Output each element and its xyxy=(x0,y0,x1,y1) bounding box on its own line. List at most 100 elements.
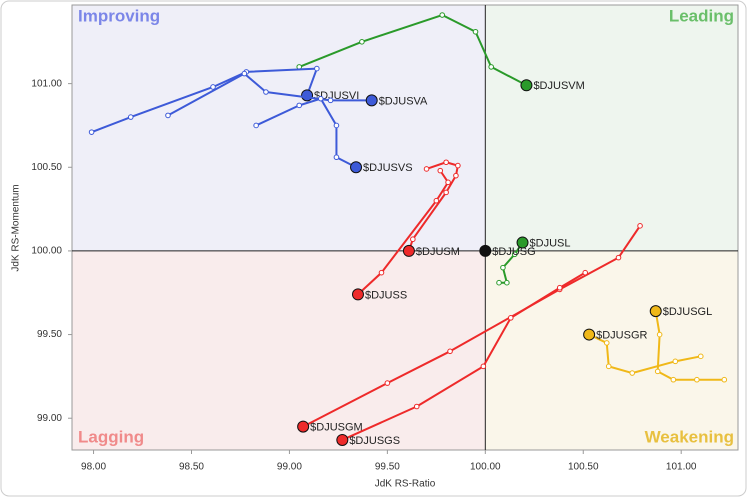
head-dot xyxy=(301,89,314,102)
tail-dot xyxy=(423,166,430,172)
tail-dot xyxy=(410,236,416,243)
tail-line xyxy=(298,14,527,87)
tail-dot xyxy=(500,264,506,271)
tail-dot xyxy=(603,340,610,346)
series-label: $DJUSGM xyxy=(310,421,363,433)
tail-dot xyxy=(333,122,340,129)
head-dot xyxy=(351,288,364,301)
x-tick-label: 98.00 xyxy=(81,462,106,473)
y-axis-title: JdK RS-Momentum xyxy=(11,184,22,271)
x-tick-label: 100.00 xyxy=(470,462,501,473)
head-dot xyxy=(297,420,310,433)
tail-dot xyxy=(433,197,440,204)
x-tick-label: 99.00 xyxy=(277,462,302,473)
head-dot xyxy=(520,79,533,92)
tail-dot xyxy=(241,70,248,77)
tail-dot xyxy=(697,353,704,360)
series-label: $DJUSM xyxy=(416,246,460,258)
head-dot xyxy=(649,305,662,318)
tail-dot xyxy=(253,122,259,129)
y-tick-label: 99.50 xyxy=(37,329,62,340)
tail-line xyxy=(255,97,357,169)
tail-dot xyxy=(333,154,340,161)
tail-dot xyxy=(165,112,171,119)
x-tick-label: 100.50 xyxy=(568,462,599,473)
quadrant xyxy=(72,5,486,251)
head-dot xyxy=(350,161,363,174)
series-label: $DJUSVM xyxy=(533,80,584,92)
series-label: $DJUSL xyxy=(530,237,571,249)
tail-line xyxy=(588,333,701,375)
tail-dot xyxy=(654,368,661,375)
tail-dot xyxy=(504,279,510,286)
tail-dot xyxy=(472,28,479,35)
tail-dot xyxy=(296,102,303,109)
quadrant xyxy=(485,250,738,450)
quadrant xyxy=(72,250,486,450)
head-dot xyxy=(402,244,415,257)
x-tick-label: 98.50 xyxy=(179,462,204,473)
tail-dot xyxy=(447,348,453,355)
tail-dot xyxy=(263,89,269,95)
tail-dot xyxy=(615,254,622,261)
tail-dot xyxy=(443,159,449,166)
tail-dot xyxy=(556,284,563,291)
tail-dot xyxy=(637,223,643,229)
tail-dot xyxy=(359,39,365,45)
tail-dot xyxy=(317,95,324,102)
tail-line xyxy=(91,67,318,134)
tail-dot xyxy=(605,363,612,370)
y-tick-label: 100.00 xyxy=(31,246,62,257)
tail-dot xyxy=(629,370,636,376)
tail-dot xyxy=(507,315,514,321)
y-tick-label: 99.00 xyxy=(37,413,62,424)
head-dot xyxy=(479,244,492,257)
head-dot xyxy=(583,328,596,341)
tail-dot xyxy=(480,363,487,370)
tail-dot xyxy=(496,279,502,286)
quadrant-label: Weakening xyxy=(645,427,734,446)
tail-dot xyxy=(443,189,449,196)
series-label: $DJUSVA xyxy=(379,95,428,107)
tail-dot xyxy=(210,84,216,90)
tail-dot xyxy=(445,179,451,186)
tail-dot xyxy=(721,376,728,383)
tail-dot xyxy=(453,172,459,179)
series-label: $DJUSVS xyxy=(363,162,413,174)
x-tick-label: 101.00 xyxy=(666,462,697,473)
tail-dot xyxy=(378,269,385,276)
head-dot xyxy=(516,236,529,249)
x-tick-label: 99.50 xyxy=(375,462,400,473)
tail-dot xyxy=(439,12,446,18)
tail-dot xyxy=(582,269,589,276)
tail-dot xyxy=(488,64,494,70)
tail-dot xyxy=(656,331,663,338)
tail-dot xyxy=(670,376,677,383)
tail-dot xyxy=(437,167,444,174)
tail-line xyxy=(341,271,586,441)
series-label: $DJUSS xyxy=(365,289,407,301)
head-dot xyxy=(336,433,349,446)
series-label: $DJUSG xyxy=(492,246,535,258)
x-axis-title: JdK RS-Ratio xyxy=(375,479,436,490)
quadrant-label: Lagging xyxy=(78,427,144,446)
plot-border xyxy=(71,4,739,451)
tail-dot xyxy=(694,376,700,383)
tail-dot xyxy=(327,97,334,104)
quadrant-label: Leading xyxy=(669,6,734,25)
tail-dot xyxy=(413,403,420,410)
y-tick-label: 100.50 xyxy=(31,162,62,173)
tail-dot xyxy=(88,129,95,135)
tail-dot xyxy=(384,380,391,386)
y-tick-label: 101.00 xyxy=(31,78,62,89)
tail-line xyxy=(654,310,725,381)
tail-dot xyxy=(127,114,134,120)
tail-dot xyxy=(455,162,461,169)
series-label: $DJUSGS xyxy=(349,435,400,447)
series-label: $DJUSGR xyxy=(596,329,647,341)
tail-dot xyxy=(511,251,518,258)
tail-line xyxy=(302,225,641,428)
tail-dot xyxy=(314,65,320,72)
